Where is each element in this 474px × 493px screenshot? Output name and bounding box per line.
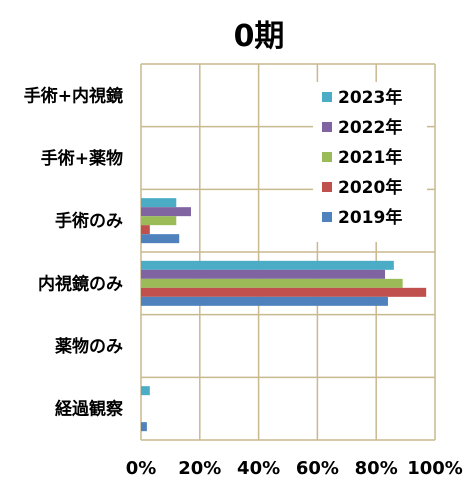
- bar: [141, 296, 388, 306]
- bar: [141, 225, 150, 235]
- category-label: 経過観察: [55, 399, 124, 420]
- x-tick-label: 0%: [126, 458, 157, 479]
- x-tick-label: 60%: [296, 458, 339, 479]
- legend-label: 2023年: [338, 87, 402, 108]
- legend-swatch: [322, 122, 332, 132]
- category-label: 内視鏡のみ: [38, 273, 123, 294]
- bars: [141, 198, 427, 432]
- legend-label: 2020年: [338, 177, 402, 198]
- bar: [141, 422, 147, 432]
- bar: [141, 198, 177, 208]
- legend-swatch: [322, 92, 332, 102]
- bar: [141, 207, 191, 217]
- legend-swatch: [322, 212, 332, 222]
- bar: [141, 269, 386, 279]
- category-label: 手術のみ: [55, 211, 123, 232]
- bar: [141, 260, 394, 270]
- category-label: 手術+薬物: [41, 148, 123, 169]
- legend-label: 2019年: [338, 207, 402, 228]
- x-tick-labels: 0% 20% 40% 60% 80% 100%: [126, 458, 463, 479]
- legend-label: 2022年: [338, 117, 402, 138]
- legend-label: 2021年: [338, 147, 402, 168]
- bar: [141, 287, 427, 297]
- bar: [141, 216, 177, 226]
- x-tick-label: 20%: [178, 458, 221, 479]
- x-tick-label: 80%: [355, 458, 398, 479]
- legend-swatch: [322, 182, 332, 192]
- category-label: 薬物のみ: [55, 336, 123, 357]
- bar: [141, 278, 403, 288]
- legend-swatch: [322, 152, 332, 162]
- bar: [141, 386, 150, 396]
- legend: 2023年 2022年 2021年 2020年 2019年: [313, 82, 427, 242]
- category-label: 手術+内視鏡: [24, 85, 123, 106]
- x-tick-label: 40%: [237, 458, 280, 479]
- x-tick-label: 100%: [407, 458, 463, 479]
- chart-title: 0期: [234, 19, 285, 54]
- grid: [140, 63, 436, 441]
- bar: [141, 234, 180, 244]
